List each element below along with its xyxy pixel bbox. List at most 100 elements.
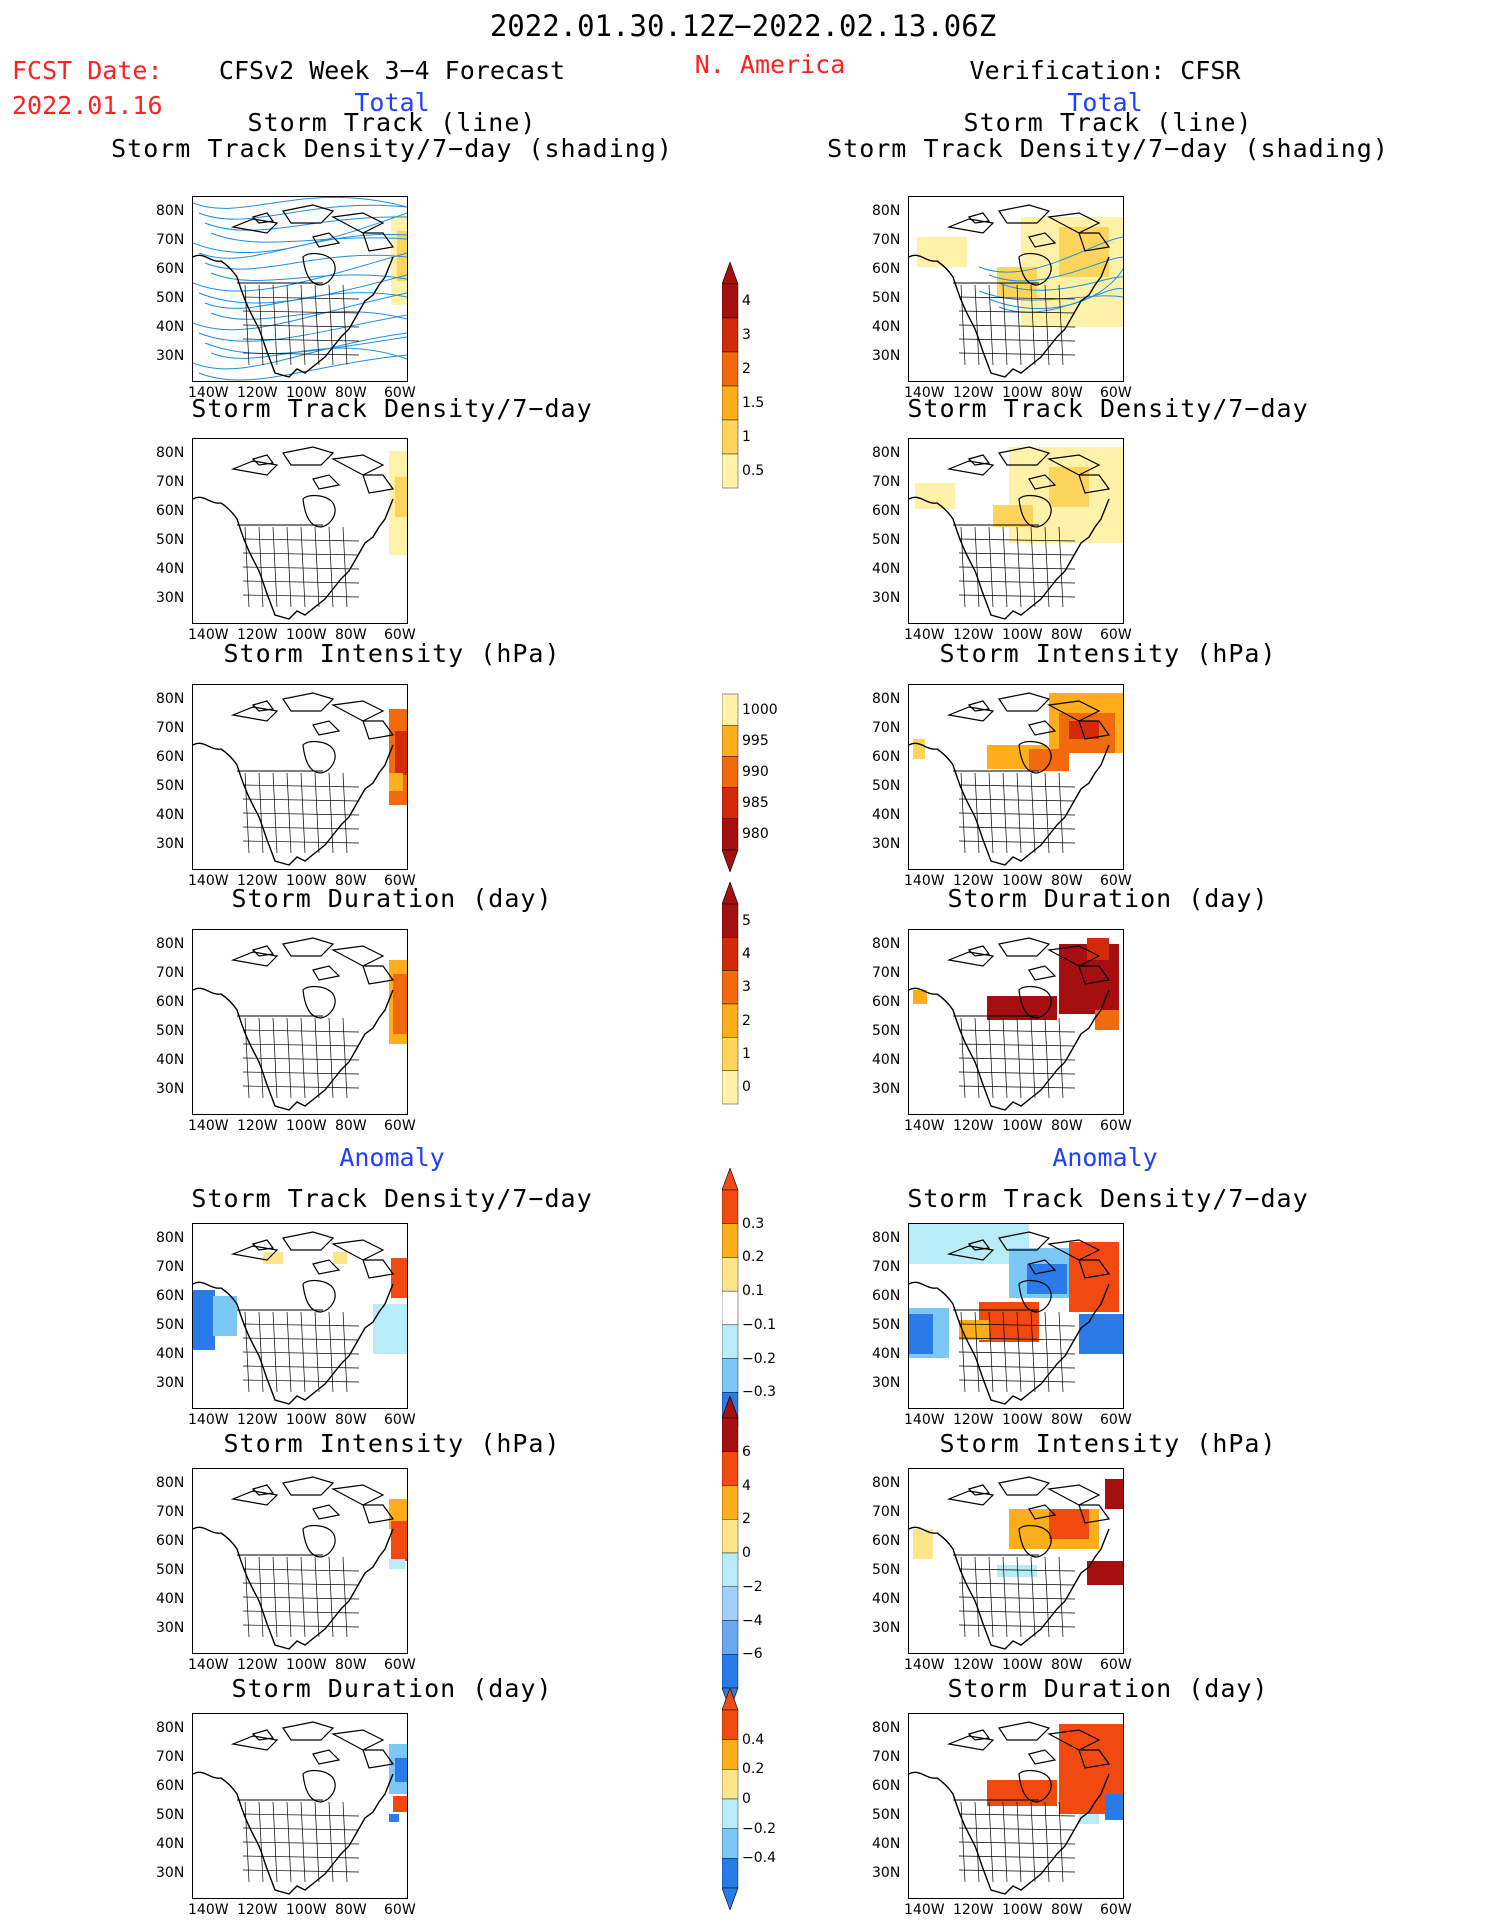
colorbar-cell [722, 725, 739, 757]
state-line [242, 538, 360, 542]
panel-title: Storm Duration (day) [947, 884, 1269, 913]
colorbar-cell [722, 1223, 739, 1258]
island-outline [230, 218, 279, 234]
lon-tick-label: 100W [286, 873, 327, 889]
colorbar-cell [722, 1769, 739, 1800]
shading-cell [393, 1796, 407, 1812]
colorbar-tick-label: −0.1 [742, 1316, 776, 1333]
state-line [1002, 284, 1008, 366]
storm-track-line [210, 272, 407, 281]
state-line [328, 1017, 334, 1099]
map-dur-obs [908, 929, 1124, 1115]
island-outline [1047, 1239, 1101, 1261]
lat-tick-label: 50N [872, 1807, 901, 1823]
state-line [242, 1813, 360, 1817]
lat-tick-label: 60N [872, 1533, 901, 1549]
colorbar-tick-label: 1.5 [742, 395, 765, 411]
lat-tick-label: 30N [872, 1081, 901, 1097]
colorbar-cell [722, 1739, 739, 1770]
hudson-bay [1018, 494, 1052, 528]
lat-tick-label: 40N [156, 1052, 185, 1068]
lon-tick-label: 60W [384, 873, 416, 889]
lon-tick-label: 80W [1051, 627, 1083, 643]
storm-track-line [204, 254, 407, 270]
colorbar-tick-label: 4 [742, 946, 751, 962]
storm-track-line [193, 197, 407, 209]
colorbar-cell [722, 1620, 739, 1655]
state-line [1044, 772, 1050, 854]
island-outline [1028, 474, 1057, 490]
colorbar-tick-label: −0.3 [742, 1384, 776, 1401]
colorbar-cell [722, 1828, 739, 1859]
colorbar-cell [722, 385, 739, 421]
colorbar-duration_total [722, 882, 739, 1105]
island-outline [282, 1231, 335, 1251]
state-line [300, 1801, 306, 1883]
lat-tick-label: 40N [156, 1836, 185, 1852]
state-line [342, 1017, 348, 1099]
state-line [958, 1582, 1076, 1586]
lon-tick-label: 120W [953, 385, 994, 401]
storm-track-line [198, 354, 407, 381]
hudson-bay [302, 494, 336, 528]
state-line [242, 1855, 360, 1859]
colorbar-tick-label: 0.2 [742, 1761, 765, 1778]
lon-tick-label: 60W [384, 1118, 416, 1134]
colorbar-tick-label: 0 [742, 1079, 751, 1096]
island-outline [331, 700, 385, 722]
state-line [242, 552, 360, 556]
colorbar-cell [722, 453, 739, 489]
storm-track-line [210, 311, 407, 320]
period-title: 2022.01.30.12Z−2022.02.13.06Z [489, 9, 997, 43]
state-line [958, 798, 1076, 802]
right-anomaly-label: Anomaly [1052, 1143, 1158, 1172]
island-outline [946, 706, 995, 722]
lon-tick-label: 140W [904, 1657, 945, 1673]
colorbar-cell [722, 970, 739, 1005]
lon-tick-label: 80W [1051, 1412, 1083, 1428]
lat-tick-label: 70N [156, 1504, 185, 1520]
island-outline [251, 700, 275, 712]
state-line [958, 580, 1076, 584]
state-line [314, 1556, 320, 1638]
map-dens-obs [908, 438, 1124, 624]
storm-track-line [204, 292, 407, 309]
island-outline [251, 212, 275, 224]
lon-tick-label: 140W [188, 1412, 229, 1428]
island-outline [331, 212, 385, 234]
state-line [958, 812, 1076, 816]
lat-tick-label: 50N [156, 1317, 185, 1333]
state-line [342, 772, 348, 854]
island-outline [1028, 232, 1057, 248]
island-outline [362, 1504, 395, 1524]
shading-cell [389, 1814, 399, 1822]
island-outline [1028, 1259, 1057, 1275]
state-line [242, 1029, 360, 1033]
shading-cell [1087, 1561, 1123, 1585]
shading-cell [1105, 1479, 1123, 1509]
panel-title: Storm Track (line) [247, 108, 537, 137]
colorbar-cell [722, 1451, 739, 1486]
lon-tick-label: 60W [1100, 1412, 1132, 1428]
storm-track-line [998, 287, 1123, 313]
hudson-bay [1018, 740, 1052, 774]
map-adens-fcst [192, 1223, 408, 1409]
state-line [328, 1311, 334, 1393]
state-line [958, 310, 1076, 314]
coastline [193, 254, 394, 378]
storm-track-line [193, 332, 407, 370]
colorbar-tick-label: 1 [742, 429, 751, 445]
state-line [242, 1057, 360, 1061]
island-outline [312, 1259, 341, 1275]
state-line [958, 840, 1076, 844]
island-outline [362, 965, 395, 985]
shading-cell [959, 1320, 989, 1340]
colorbar-tick-label: 3 [742, 979, 751, 996]
lat-tick-label: 40N [872, 807, 901, 823]
colorbar-tick-label: 2 [742, 1511, 751, 1528]
lon-tick-label: 100W [286, 1412, 327, 1428]
lat-tick-label: 40N [156, 807, 185, 823]
lat-tick-label: 30N [872, 1620, 901, 1636]
lat-tick-label: 60N [156, 261, 185, 277]
island-outline [230, 460, 279, 476]
